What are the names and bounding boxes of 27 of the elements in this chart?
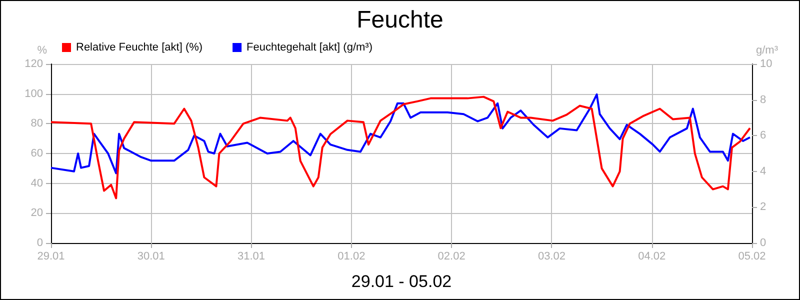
- y2-axis-title: g/m³: [756, 44, 778, 56]
- y2-tick-label: 6: [760, 130, 766, 142]
- y-tick-label: 0: [36, 237, 43, 249]
- y2-tick-label: 10: [760, 58, 772, 70]
- x-tick-label: 02.02: [438, 250, 466, 262]
- y-tick-label: 80: [30, 118, 43, 130]
- x-tick-label: 04.02: [638, 250, 666, 262]
- x-tick-label: 03.02: [538, 250, 566, 262]
- y2-tick-label: 0: [760, 237, 766, 249]
- y2-tick-label: 2: [760, 201, 766, 214]
- legend-label: Feuchtegehalt [akt] (g/m³): [246, 42, 372, 54]
- y2-tick-label: 8: [760, 94, 766, 106]
- y-tick-label: 60: [30, 148, 43, 160]
- y-tick-label: 120: [24, 58, 43, 70]
- y2-tick-label: 4: [760, 165, 766, 178]
- x-tick-label: 01.02: [338, 250, 366, 262]
- x-axis-title: 29.01 - 05.02: [351, 272, 452, 291]
- x-tick-label: 29.01: [37, 250, 65, 262]
- x-tick-label: 31.01: [238, 250, 266, 262]
- x-tick-label: 30.01: [137, 250, 165, 262]
- chart-title: Feuchte: [356, 6, 444, 34]
- y-tick-label: 100: [24, 88, 43, 100]
- y-tick-label: 40: [30, 177, 43, 190]
- x-tick-label: 05.02: [738, 250, 766, 262]
- legend-label: Relative Feuchte [akt] (%): [76, 42, 203, 54]
- y-tick-label: 20: [30, 207, 43, 220]
- y-axis-title: %: [37, 44, 48, 56]
